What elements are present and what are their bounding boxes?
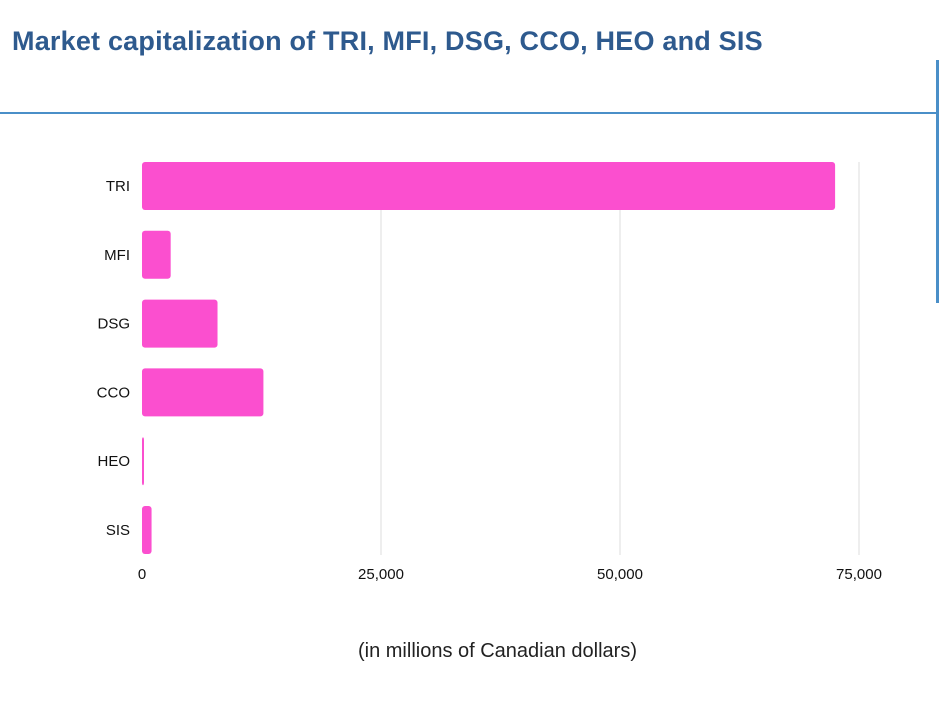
category-label-cco: CCO [97,384,130,401]
bar-mfi [142,230,171,279]
category-label-mfi: MFI [104,247,130,264]
bars [142,162,836,554]
x-axis-label: (in millions of Canadian dollars) [357,640,637,662]
header-divider [0,112,938,114]
bar-tri [142,162,836,210]
x-tick-label: 25,000 [358,566,404,583]
bar-cco [142,368,264,417]
x-tick-label: 75,000 [836,566,882,583]
bar-dsg [142,299,218,348]
bar-heo [142,437,144,486]
side-divider [936,60,939,303]
x-tick-label: 50,000 [597,566,643,583]
x-tick-label: 0 [138,566,146,583]
chart-title: Market capitalization of TRI, MFI, DSG, … [12,26,763,56]
category-label-sis: SIS [106,522,130,539]
bar-sis [142,506,152,554]
category-label-heo: HEO [97,453,130,470]
x-tick-labels: 0 25,000 50,000 75,000 [138,566,882,583]
category-label-dsg: DSG [97,316,130,333]
category-labels: TRI MFI DSG CCO HEO SIS [97,178,130,539]
gridlines [380,162,860,555]
category-label-tri: TRI [106,178,130,195]
